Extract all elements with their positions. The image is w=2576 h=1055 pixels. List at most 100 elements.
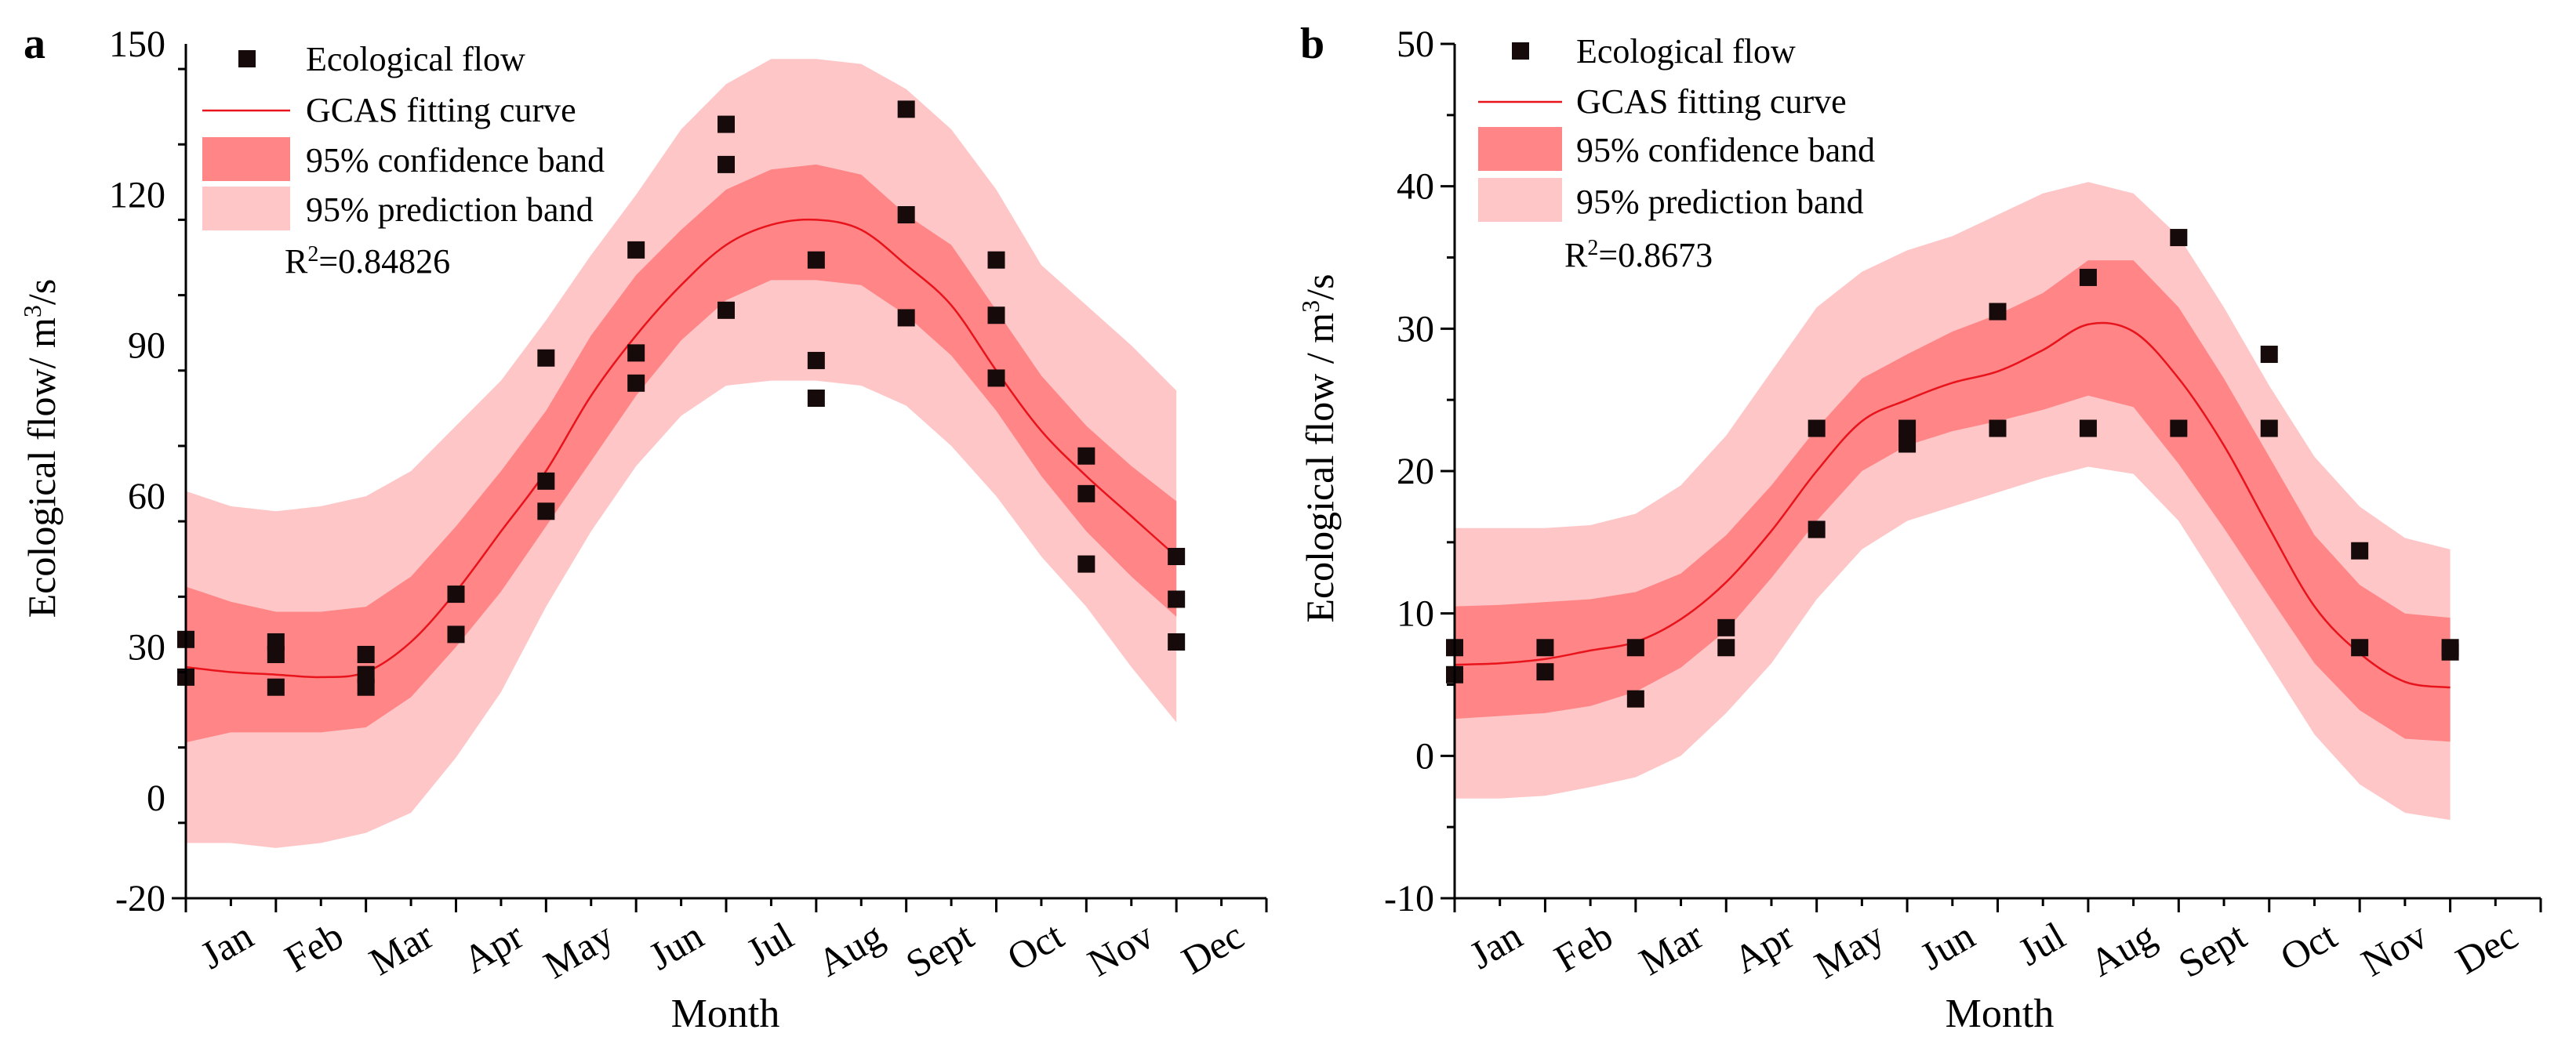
x-tick-label: Jun	[1913, 913, 1982, 978]
data-point	[1898, 419, 1917, 437]
y-axis-label-tail: /s	[20, 279, 64, 305]
data-point	[1808, 520, 1826, 538]
x-tick-label: Dec	[1174, 913, 1251, 983]
y-tick-label: 30	[128, 626, 165, 668]
legend-swatch-confidence	[1478, 127, 1562, 171]
data-point	[627, 241, 645, 259]
y-tick-label: 40	[1397, 166, 1434, 208]
r-squared-label: R2=0.8673	[1564, 236, 1713, 275]
y-tick-label: 30	[1397, 308, 1434, 350]
y-axis-label: Ecological flow/ m3/s	[18, 279, 64, 618]
panel-label: b	[1300, 20, 1324, 68]
x-tick-label: Jan	[193, 913, 260, 977]
data-point	[2079, 268, 2097, 286]
x-tick-labels: Jan Feb Mar Apr May Jun Jul Aug Sept Oct Nov Dec	[1462, 913, 2524, 987]
legend-swatch-confidence	[202, 137, 290, 181]
chart-panel-b: -10 0 10 20 30 40 50 Jan Feb Mar Apr May Jun Jul Aug S…	[1296, 20, 2542, 1036]
data-point	[807, 251, 825, 269]
data-point	[1536, 639, 1554, 657]
data-point	[447, 586, 465, 604]
prediction-band	[1455, 182, 2451, 821]
y-tick-label: 20	[1397, 451, 1434, 492]
data-point	[2170, 229, 2188, 247]
x-tick-label: Mar	[362, 913, 440, 984]
y-axis-label-tail: /s	[1298, 274, 1342, 299]
data-point	[897, 206, 915, 223]
x-tick-label: Sept	[899, 913, 981, 986]
data-point	[1077, 484, 1095, 502]
x-tick-label: Nov	[1081, 913, 1161, 985]
data-point	[1536, 663, 1554, 681]
y-axis-label-main: Ecological flow / m	[1298, 313, 1342, 623]
data-point	[357, 678, 375, 696]
data-point	[897, 100, 915, 118]
legend-entry-confidence: 95% confidence band	[1576, 131, 1875, 169]
legend-entry-curve: GCAS fitting curve	[306, 91, 576, 129]
data-point	[1168, 633, 1186, 651]
x-tick-label: May	[536, 913, 620, 987]
x-tick-label: Jul	[739, 913, 801, 974]
data-points	[177, 100, 1186, 696]
r-squared-label: R2=0.84826	[285, 242, 450, 281]
x-tick-label: Oct	[2273, 913, 2344, 980]
y-tick-labels: -20 0 30 60 90 120 150	[109, 24, 165, 919]
data-point	[987, 251, 1005, 269]
y-tick-label: 90	[128, 325, 165, 367]
data-point	[627, 344, 645, 362]
bands-group	[1455, 182, 2451, 821]
legend-marker-points	[238, 50, 256, 67]
data-point	[807, 390, 825, 408]
x-tick-label: Aug	[810, 913, 891, 985]
data-point	[537, 349, 555, 367]
x-axis-label: Month	[1946, 992, 2055, 1036]
legend-entry-confidence: 95% confidence band	[306, 141, 605, 179]
data-point	[1989, 303, 2007, 321]
x-tick-labels: Jan Feb Mar Apr May Jun Jul Aug Sept Oct Nov Dec	[193, 913, 1251, 987]
y-tick-label: 0	[147, 778, 165, 819]
y-tick-label: 50	[1397, 24, 1434, 65]
data-point	[2260, 346, 2278, 364]
r-squared-sup: 2	[1587, 236, 1598, 260]
x-tick-label: Jan	[1462, 913, 1529, 977]
y-tick-label: 10	[1397, 593, 1434, 635]
data-point	[2351, 639, 2369, 657]
data-point	[987, 306, 1005, 324]
data-point	[357, 646, 375, 664]
data-point	[1717, 618, 1735, 636]
axes	[172, 44, 1268, 912]
y-tick-label: -10	[1384, 878, 1434, 919]
data-point	[987, 369, 1005, 387]
x-tick-label: Dec	[2448, 913, 2525, 983]
x-tick-label: Oct	[1000, 913, 1071, 980]
y-tick-label: 0	[1415, 735, 1434, 777]
data-point	[1626, 639, 1644, 657]
y-axis-label: Ecological flow / m3/s	[1296, 274, 1342, 622]
data-point	[267, 678, 285, 696]
r-squared-value: =0.8673	[1598, 236, 1713, 274]
chart-panel-a: -20 0 30 60 90 120 150 Jan Feb Mar Apr May Jun Jul Au…	[18, 20, 1268, 1036]
x-tick-label: Apr	[1726, 913, 1801, 982]
data-point	[1808, 419, 1826, 437]
data-point	[2351, 542, 2369, 560]
confidence-band	[186, 164, 1177, 743]
x-tick-label: May	[1807, 913, 1891, 987]
legend: Ecological flow GCAS fitting curve 95% c…	[1478, 32, 1875, 274]
r-squared-sup: 2	[307, 242, 318, 266]
y-tick-label: 120	[109, 174, 165, 216]
data-point	[897, 309, 915, 327]
data-point	[1168, 590, 1186, 608]
data-points	[1446, 229, 2459, 708]
data-point	[447, 625, 465, 644]
data-point	[1077, 555, 1095, 573]
x-tick-label: Mar	[1632, 913, 1710, 984]
r-squared-value: =0.84826	[318, 242, 450, 281]
x-axis-label: Month	[671, 992, 780, 1036]
data-point	[2260, 419, 2278, 437]
data-point	[718, 155, 735, 173]
data-point	[1077, 447, 1095, 465]
y-axis-label-sup: 3	[18, 305, 46, 317]
data-point	[1626, 690, 1644, 708]
legend-marker-points	[1512, 42, 1529, 60]
data-point	[2079, 419, 2097, 437]
y-axis-label-main: Ecological flow/ m	[20, 317, 64, 618]
